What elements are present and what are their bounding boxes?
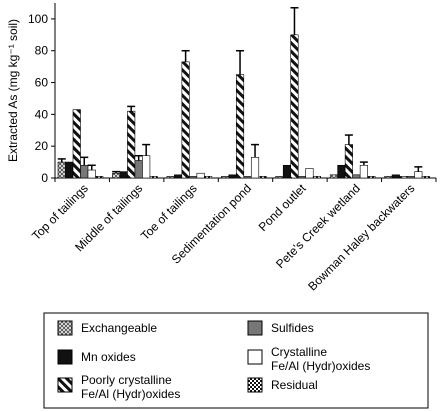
x-tick-label: Bowman Haley backwaters [305,181,417,293]
bar-sulfides [189,176,198,179]
legend-box [43,312,429,409]
bar-sulfides [406,176,415,179]
y-tick-label: 60 [35,76,49,90]
bar-crystalline-fe-al-hydr-oxides [250,157,260,179]
bar-poorly-crystalline-fe-al-hydr-oxides [72,109,81,179]
bar-exchangeable [112,172,121,179]
legend-swatch-residual [247,377,263,393]
bar-crystalline-fe-al-hydr-oxides [359,164,368,179]
bar-exchangeable [57,161,66,179]
legend-swatch-sulfides [247,320,263,336]
legend-label-poorly-crystalline-fe-al-hydr-oxides: Poorly crystalline Fe/Al (Hydr)oxides [81,373,180,401]
legend: Exchangeable Sulfides Mn oxides Crystalline… [43,312,429,409]
bar-sulfides [134,160,143,179]
bar-residual [204,176,213,179]
y-tick-label: 100 [28,12,48,26]
legend-swatch-poorly-crystalline-fe-al-hydr-oxides [57,377,73,393]
bar-poorly-crystalline-fe-al-hydr-oxides [181,61,190,179]
bar-crystalline-fe-al-hydr-oxides [87,169,96,179]
bar-crystalline-fe-al-hydr-oxides [196,172,205,179]
bar-exchangeable [220,176,230,179]
bar-sulfides [297,176,307,179]
y-axis-label: Extracted As (mg kg⁻¹ soil) [6,19,20,162]
legend-label-residual: Residual [271,378,318,392]
bar-crystalline-fe-al-hydr-oxides [142,155,151,179]
bar-exchangeable [329,174,338,179]
bar-mn-oxides [337,164,346,179]
bar-residual [95,176,104,179]
legend-label-exchangeable: Exchangeable [81,321,157,335]
y-tick-label: 40 [35,107,49,121]
bar-residual [258,176,267,179]
bar-crystalline-fe-al-hydr-oxides [414,171,423,179]
bar-sulfides [243,176,252,179]
bar-residual [367,176,376,179]
bar-exchangeable [275,176,284,179]
bar-poorly-crystalline-fe-al-hydr-oxides [235,74,245,179]
bar-residual [312,176,322,179]
bar-residual [149,176,158,179]
legend-label-mn-oxides: Mn oxides [81,350,136,364]
bar-poorly-crystalline-fe-al-hydr-oxides [344,144,353,179]
y-tick-label: 0 [41,171,48,185]
bar-mn-oxides [65,161,74,179]
bar-mn-oxides [119,171,128,179]
y-tick-label: 20 [35,139,49,153]
bar-mn-oxides [391,174,400,179]
bar-poorly-crystalline-fe-al-hydr-oxides [290,34,299,179]
bar-mn-oxides [228,174,237,179]
bar-crystalline-fe-al-hydr-oxides [305,168,314,179]
bar-sulfides [80,164,89,179]
bar-sulfides [352,174,361,179]
bar-mn-oxides [174,174,183,179]
legend-swatch-exchangeable [57,320,73,336]
bar-exchangeable [166,176,175,179]
legend-swatch-crystalline-fe-al-hydr-oxides [247,349,263,365]
x-tick-label: Pond outlet [256,181,309,234]
legend-swatch-mn-oxides [57,349,73,365]
bar-residual [421,176,430,179]
legend-label-crystalline-fe-al-hydr-oxides: Crystalline Fe/Al (Hydr)oxides [271,345,370,373]
legend-label-sulfides: Sulfides [271,321,314,335]
bar-exchangeable [384,176,393,179]
y-tick-label: 80 [35,44,49,58]
bar-poorly-crystalline-fe-al-hydr-oxides [399,176,408,179]
bar-poorly-crystalline-fe-al-hydr-oxides [127,110,136,179]
bar-mn-oxides [282,164,292,179]
